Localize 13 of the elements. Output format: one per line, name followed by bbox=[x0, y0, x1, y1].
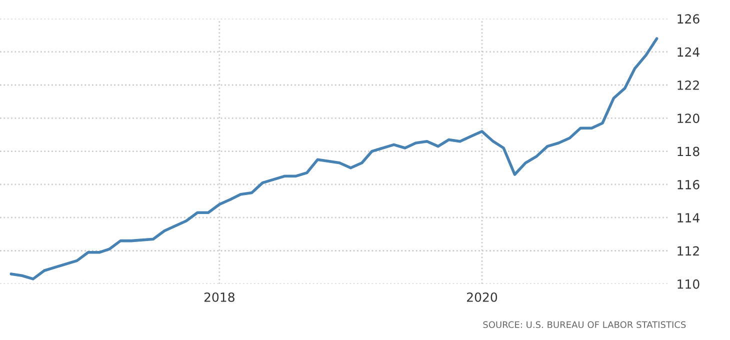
y-tick-label: 110 bbox=[678, 279, 700, 289]
x-tick-label: 2018 bbox=[204, 292, 234, 302]
y-tick-label: 116 bbox=[678, 180, 700, 190]
y-tick-label: 114 bbox=[678, 213, 700, 222]
y-tick-label: 126 bbox=[678, 14, 700, 24]
x-tick-label: 2020 bbox=[467, 292, 498, 302]
source-note: SOURCE: U.S. BUREAU OF LABOR STATISTICS bbox=[483, 321, 686, 328]
y-tick-label: 124 bbox=[678, 47, 700, 57]
y-tick-label: 112 bbox=[678, 246, 699, 256]
y-tick-label: 118 bbox=[678, 146, 700, 156]
line-series bbox=[10, 37, 658, 280]
y-tick-label: 120 bbox=[678, 114, 700, 124]
y-tick-label: 122 bbox=[678, 80, 699, 90]
